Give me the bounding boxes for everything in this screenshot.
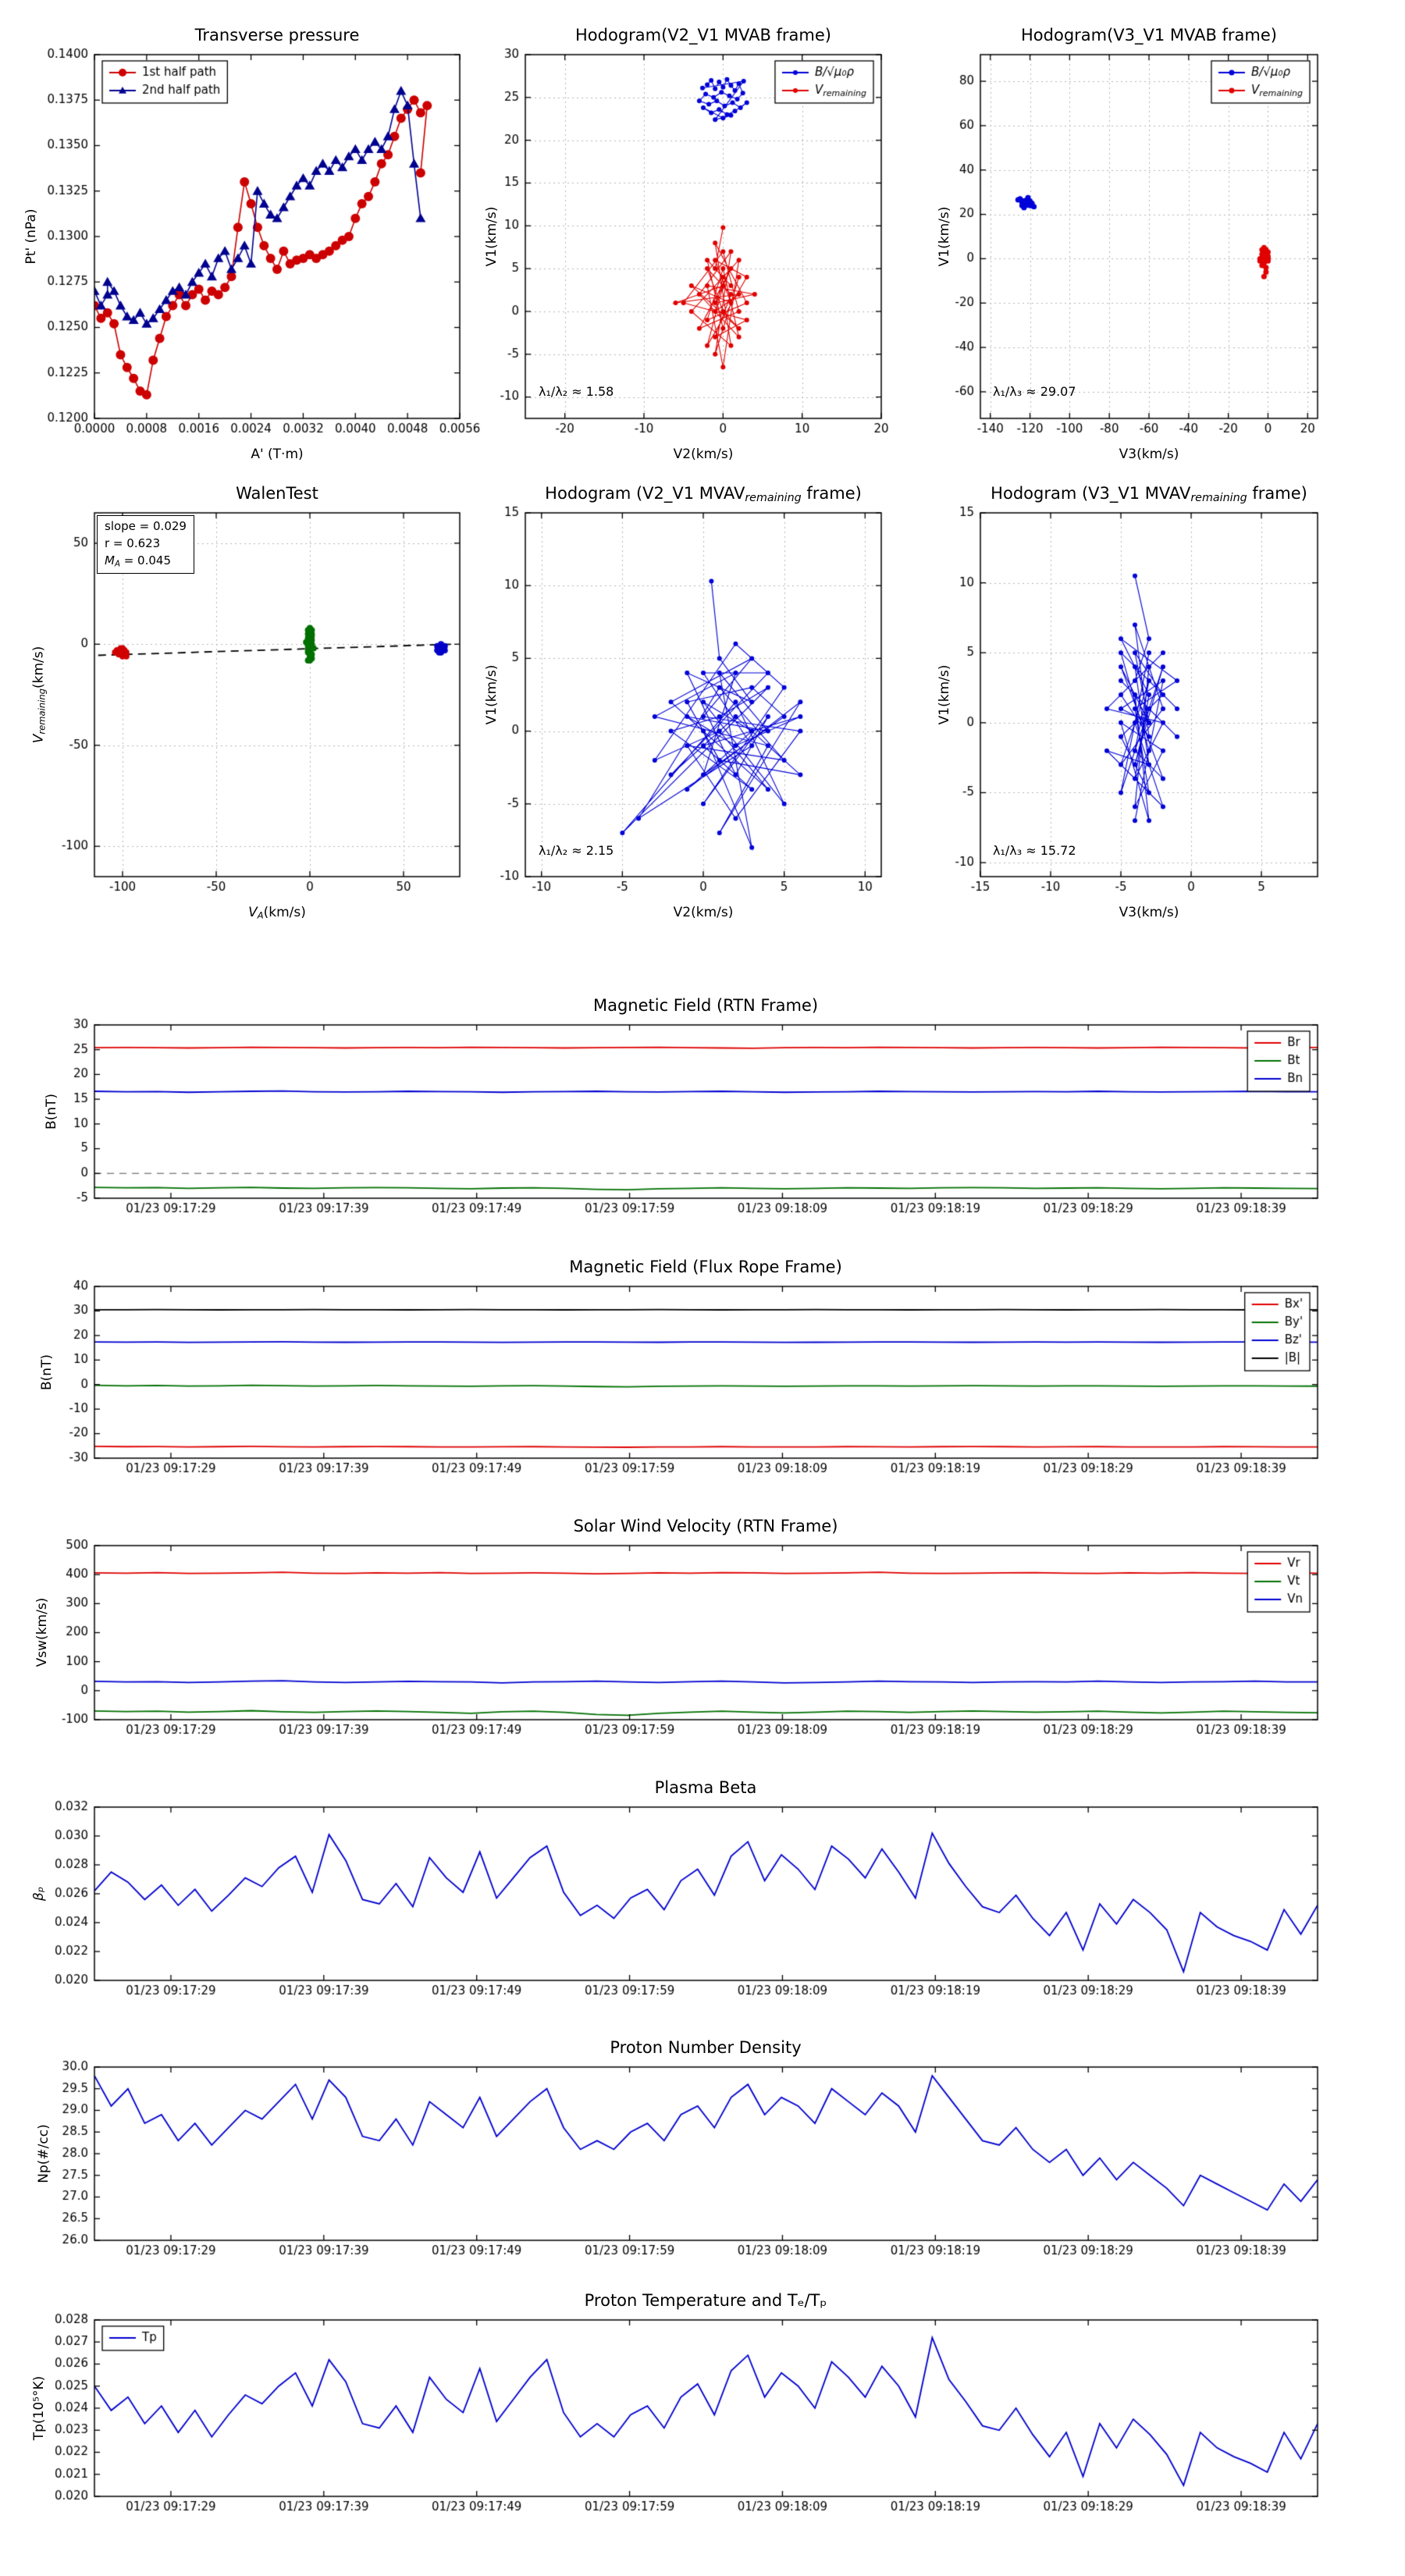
xlabel-hodogram-v3v1-mvav: V3(km/s) [1119,905,1179,920]
ylabel-proton-density: Np(#/cc) [36,2124,52,2183]
hodogram-v3v1-mvav-title-post: frame) [1247,484,1307,503]
ylabel-hodogram-v3v1-mvav: V1(km/s) [937,664,952,725]
axes-hodogram-v3v1-mvab [980,55,1318,418]
ylabel-hodogram-v2v1-mvav: V1(km/s) [484,664,500,725]
title-hodogram-v2v1-mvab: Hodogram(V2_V1 MVAB frame) [575,26,831,44]
hodogram-v2v1-mvav-title-pre: Hodogram (V2_V1 MVAV [545,484,745,503]
annotation-lambda-ratio-2: λ₁/λ₃ ≈ 29.07 [993,384,1076,399]
walen-ma-value: MA = 0.045 [105,553,187,571]
walen-xlabel-sub: A [257,909,264,921]
title-proton-temp: Proton Temperature and Tₑ/Tₚ [584,2291,827,2310]
xlabel-hodogram-v2v1-mvab: V2(km/s) [673,447,734,462]
title-hodogram-v3v1-mvab: Hodogram(V3_V1 MVAB frame) [1021,26,1277,44]
axes-b-rtn [94,1025,1318,1198]
axes-hodogram-v2v1-mvav [525,513,881,877]
title-plasma-beta: Plasma Beta [654,1778,757,1797]
walen-ma-symbol-sub: A [114,560,120,569]
ylabel-plasma-beta: βₚ [31,1886,47,1902]
walen-ma-rest: = 0.045 [119,553,171,568]
ylabel-b-fluxrope: B(nT) [39,1354,55,1391]
title-walen-test: WalenTest [236,484,318,503]
title-hodogram-v3v1-mvav: Hodogram (V3_V1 MVAVremaining frame) [991,484,1307,504]
annotation-lambda-ratio-3: λ₁/λ₂ ≈ 2.15 [539,843,614,858]
walen-ma-symbol: M [105,553,115,568]
ylabel-vsw-rtn: Vsw(km/s) [34,1597,50,1667]
annotation-lambda-ratio-1: λ₁/λ₂ ≈ 1.58 [539,384,614,399]
axes-transverse-pressure [94,55,460,418]
title-hodogram-v2v1-mvav: Hodogram (V2_V1 MVAVremaining frame) [545,484,862,504]
hodogram-v2v1-mvav-title-post: frame) [801,484,862,503]
xlabel-walen-test: VA(km/s) [248,905,306,921]
walen-slope-value: slope = 0.029 [105,519,187,533]
axes-plasma-beta [94,1807,1318,1980]
ylabel-hodogram-v3v1-mvab: V1(km/s) [937,206,952,267]
walen-xlabel-unit: (km/s) [263,905,306,920]
ylabel-proton-temp: Tp(10⁵°K) [31,2375,47,2441]
ylabel-transverse-pressure: Pt' (nPa) [23,208,39,265]
axes-proton-density [94,2067,1318,2240]
hodogram-v3v1-mvav-title-pre: Hodogram (V3_V1 MVAV [991,484,1191,503]
hodogram-v2v1-mvav-title-sub: remaining [745,491,802,504]
axes-proton-temp [94,2320,1318,2496]
title-proton-density: Proton Number Density [610,2038,802,2057]
ylabel-b-rtn: B(nT) [44,1093,59,1130]
title-b-rtn: Magnetic Field (RTN Frame) [592,996,819,1015]
axes-vsw-rtn [94,1546,1318,1720]
axes-b-fluxrope [94,1286,1318,1458]
xlabel-hodogram-v2v1-mvav: V2(km/s) [673,905,734,920]
axes-hodogram-v2v1-mvab [525,55,881,418]
xlabel-transverse-pressure: A' (T·m) [251,447,304,462]
hodogram-v3v1-mvav-title-sub: remaining [1190,491,1247,504]
walen-ylabel-sub: remaining [36,688,48,735]
walen-ylabel-main: V [30,734,47,744]
xlabel-hodogram-v3v1-mvab: V3(km/s) [1119,447,1179,462]
walen-ylabel-unit: (km/s) [30,646,47,689]
walen-fit-infobox: slope = 0.029 r = 0.623 MA = 0.045 [97,515,194,574]
walen-r-value: r = 0.623 [105,535,161,550]
ylabel-hodogram-v2v1-mvab: V1(km/s) [484,206,500,267]
axes-hodogram-v3v1-mvav [980,513,1318,877]
title-b-fluxrope: Magnetic Field (Flux Rope Frame) [569,1258,842,1276]
walen-xlabel-main: V [248,905,258,920]
ylabel-walen-test: Vremaining(km/s) [31,646,48,743]
title-vsw-rtn: Solar Wind Velocity (RTN Frame) [573,1517,838,1535]
annotation-lambda-ratio-4: λ₁/λ₃ ≈ 15.72 [993,843,1076,858]
title-transverse-pressure: Transverse pressure [194,26,360,44]
